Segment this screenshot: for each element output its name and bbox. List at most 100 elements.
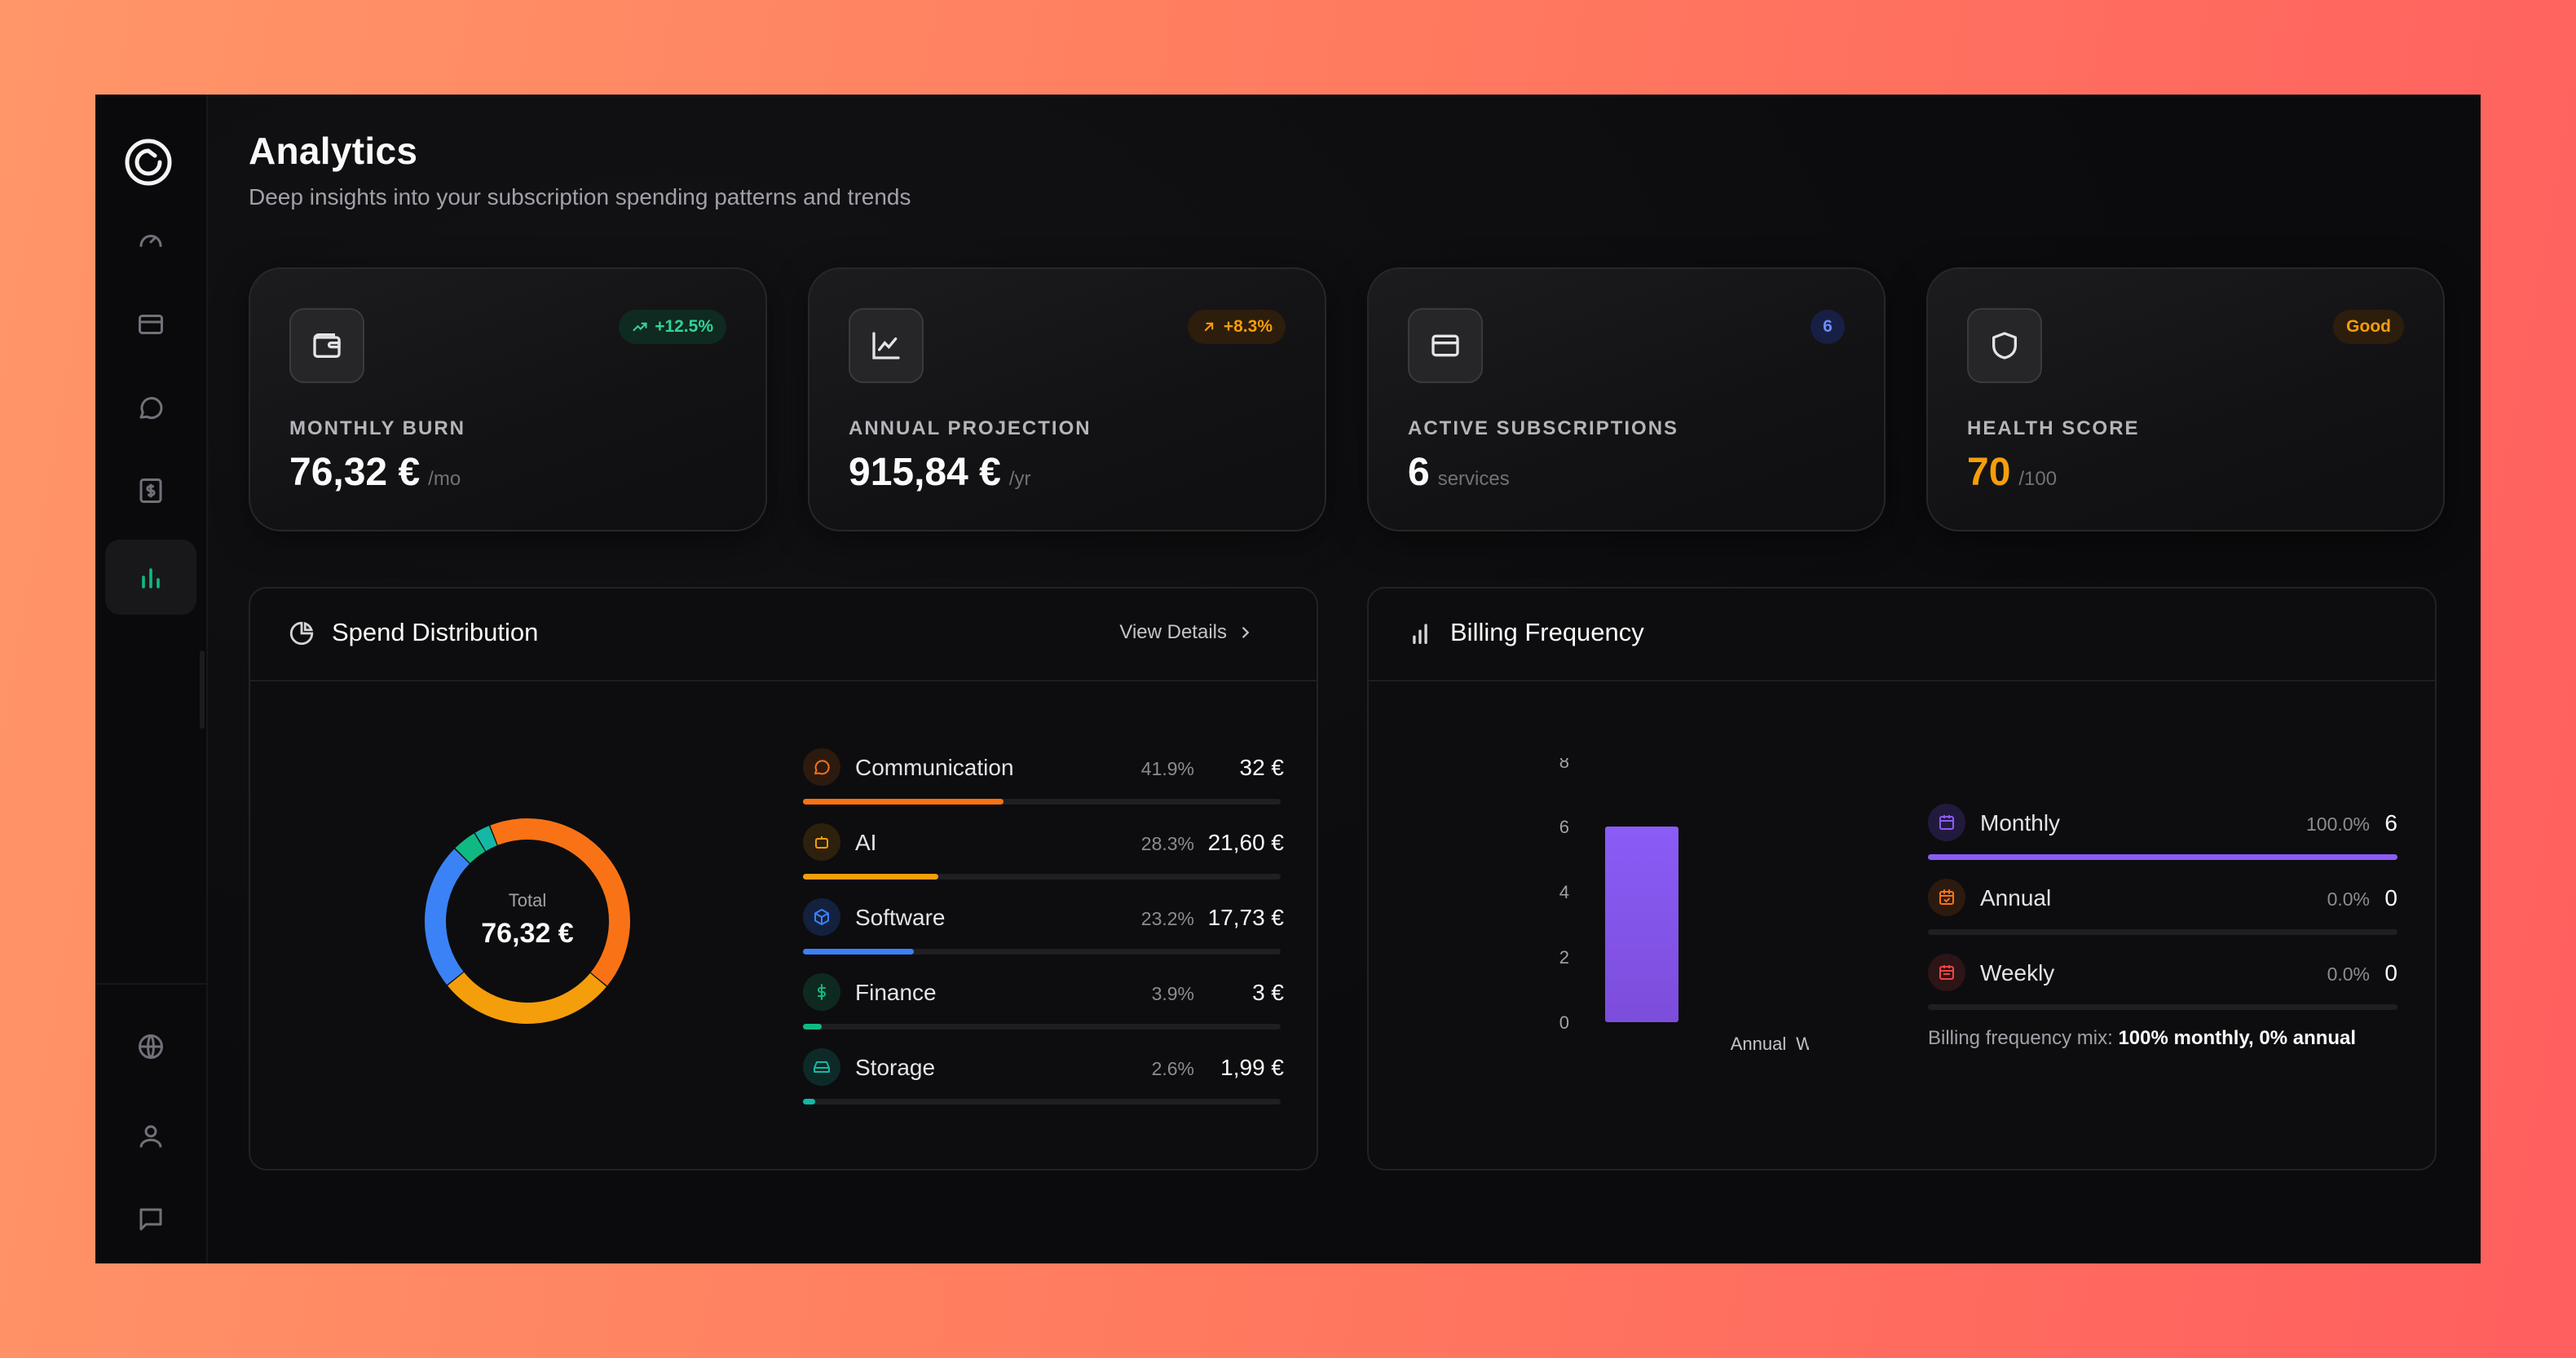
shield-icon (1967, 308, 2042, 383)
y-tick-label: 8 (1559, 758, 1569, 772)
progress-fill (803, 1024, 822, 1030)
app-logo-icon[interactable] (123, 137, 174, 187)
arrow-up-right-icon (1204, 322, 1214, 332)
page-subtitle: Deep insights into your subscription spe… (249, 184, 911, 209)
stat-value: 70 /100 (1967, 451, 2058, 494)
category-row[interactable]: Finance 3.9% 3 € (803, 973, 1284, 1048)
calendar-check-icon (1928, 879, 1965, 916)
wallet-icon (289, 308, 364, 383)
category-row[interactable]: Communication 41.9% 32 € (803, 748, 1284, 823)
pie-chart-icon (289, 621, 314, 646)
dollar-icon (803, 973, 840, 1011)
stat-value: 915,84 € /yr (849, 451, 1031, 494)
category-row[interactable]: AI 28.3% 21,60 € (803, 823, 1284, 898)
hard-drive-icon (803, 1048, 840, 1086)
category-progress (803, 874, 1281, 880)
sidebar-divider (95, 983, 208, 985)
globe-icon (139, 1034, 163, 1059)
sidebar-item-subscriptions[interactable] (105, 287, 196, 362)
spend-donut-chart (425, 818, 630, 1024)
progress-fill (803, 949, 914, 955)
sidebar-item-feedback[interactable] (105, 1182, 196, 1257)
sidebar-item-dashboard[interactable] (105, 202, 196, 277)
bar-monthly[interactable] (1605, 827, 1678, 1022)
panel-header: Spend Distribution View Details (250, 589, 1317, 681)
category-progress (803, 1099, 1281, 1104)
sidebar-item-billing[interactable] (105, 453, 196, 528)
change-badge: +12.5% (619, 310, 726, 344)
sidebar-item-messages[interactable] (105, 370, 196, 445)
bot-icon (803, 823, 840, 861)
y-tick-label: 4 (1559, 882, 1569, 902)
donut-total-label: Total (508, 890, 547, 910)
stat-card-annual-projection: +8.3% ANNUAL PROJECTION 915,84 € /yr (808, 267, 1326, 531)
donut-total-value: 76,32 € (481, 918, 574, 949)
stat-label: HEALTH SCORE (1967, 417, 2140, 439)
bar-chart-icon (142, 568, 160, 589)
frequency-row[interactable]: Monthly 100.0% 6 (1928, 804, 2397, 879)
message-square-icon (139, 1208, 162, 1231)
panel-title: Billing Frequency (1450, 618, 1644, 646)
y-tick-label: 6 (1559, 817, 1569, 837)
view-details-link[interactable]: View Details (1119, 621, 1255, 644)
category-progress (803, 949, 1281, 955)
progress-fill (803, 874, 938, 880)
progress-fill (803, 799, 1003, 805)
category-progress (803, 799, 1281, 805)
billing-frequency-bar-chart: 0 2 4 6 8 Annual Weekly (1559, 758, 1809, 1054)
trending-up-icon (633, 322, 647, 332)
app-window: Analytics Deep insights into your subscr… (95, 95, 2481, 1263)
frequency-row[interactable]: Weekly 0.0% 0 (1928, 954, 2397, 1029)
message-circle-icon (139, 397, 163, 420)
bar-chart-icon (1413, 624, 1427, 645)
chevron-right-icon (1242, 627, 1250, 638)
stat-value: 76,32 € /mo (289, 451, 461, 494)
gauge-icon (139, 235, 162, 247)
frequency-row[interactable]: Annual 0.0% 0 (1928, 879, 2397, 954)
stat-label: MONTHLY BURN (289, 417, 466, 439)
y-tick-label: 0 (1559, 1012, 1569, 1033)
status-badge: Good (2333, 310, 2404, 344)
billing-mix-summary: Billing frequency mix: 100% monthly, 0% … (1928, 1027, 2357, 1049)
x-tick-label: Annual (1731, 1034, 1787, 1054)
progress-fill (1928, 854, 2397, 860)
panel-header: Billing Frequency (1369, 589, 2435, 681)
box-icon (803, 898, 840, 936)
stat-label: ANNUAL PROJECTION (849, 417, 1092, 439)
x-tick-label: Weekly (1796, 1034, 1809, 1054)
panel-title: Spend Distribution (332, 618, 539, 646)
progress-fill (803, 1099, 816, 1104)
credit-card-icon (139, 315, 163, 334)
sidebar-item-language[interactable] (105, 1009, 196, 1084)
sidebar-item-analytics[interactable] (105, 540, 196, 615)
spend-distribution-panel: Spend Distribution View Details Total 76… (249, 587, 1318, 1171)
donut-slice-communication[interactable] (490, 818, 630, 986)
stat-card-monthly-burn: +12.5% MONTHLY BURN 76,32 € /mo (249, 267, 767, 531)
sidebar (95, 95, 208, 1263)
frequency-progress (1928, 1004, 2397, 1010)
sidebar-item-account[interactable] (105, 1099, 196, 1174)
line-chart-icon (849, 308, 924, 383)
credit-card-icon (1408, 308, 1483, 383)
sidebar-scrollbar[interactable] (200, 650, 205, 729)
main-content: Analytics Deep insights into your subscr… (208, 95, 2481, 1263)
y-tick-label: 2 (1559, 947, 1569, 968)
receipt-dollar-icon (139, 478, 162, 503)
calendar-icon (1928, 804, 1965, 841)
donut-slice-storage[interactable] (474, 826, 497, 852)
donut-slice-ai[interactable] (448, 972, 607, 1024)
frequency-progress (1928, 854, 2397, 860)
billing-frequency-panel: Billing Frequency 0 2 4 6 8 Annual Weekly Mont… (1367, 587, 2437, 1171)
category-row[interactable]: Storage 2.6% 1,99 € (803, 1048, 1284, 1123)
count-badge: 6 (1811, 310, 1845, 344)
stat-label: ACTIVE SUBSCRIPTIONS (1408, 417, 1679, 439)
donut-slice-finance[interactable] (455, 833, 486, 864)
calendar-days-icon (1928, 954, 1965, 991)
category-row[interactable]: Software 23.2% 17,73 € (803, 898, 1284, 973)
user-icon (139, 1125, 162, 1148)
stat-card-health-score: Good HEALTH SCORE 70 /100 (1926, 267, 2445, 531)
donut-slice-software[interactable] (425, 849, 470, 985)
category-progress (803, 1024, 1281, 1030)
stat-card-active-subscriptions: 6 ACTIVE SUBSCRIPTIONS 6 services (1367, 267, 1886, 531)
page-title: Analytics (249, 130, 418, 172)
